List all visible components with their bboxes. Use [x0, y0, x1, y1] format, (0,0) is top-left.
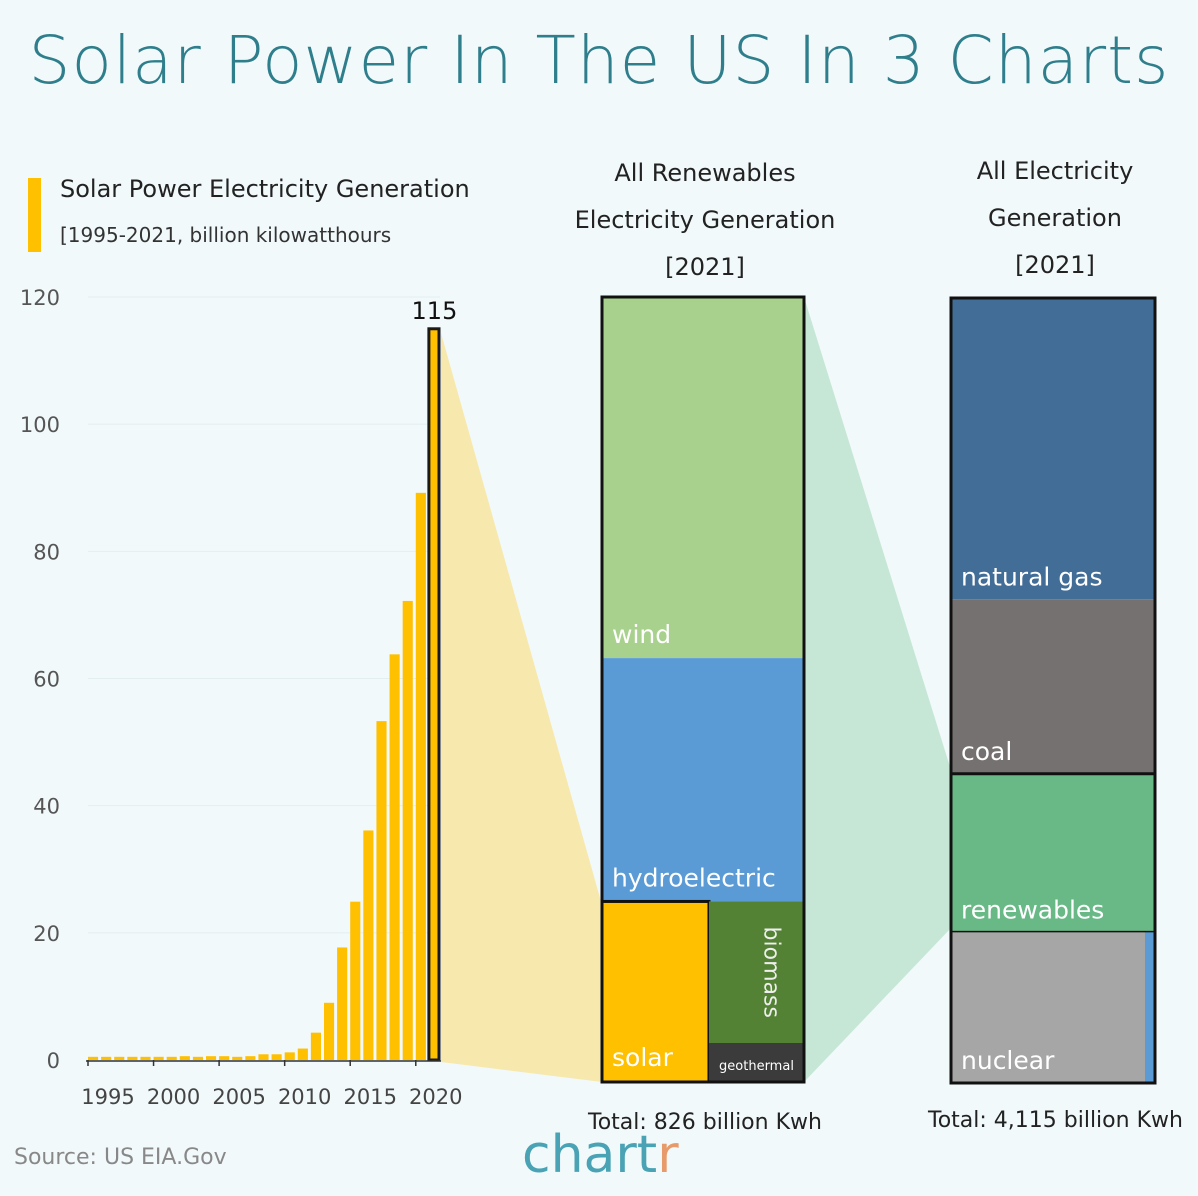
renewables-heading-line: All Renewables	[614, 159, 796, 187]
x-tick-label: 2015	[343, 1085, 396, 1109]
bar-2011	[297, 1048, 308, 1060]
segment-coal	[951, 599, 1155, 774]
bar-2006	[232, 1056, 243, 1060]
y-tick-label: 40	[33, 795, 60, 819]
bar-2012	[310, 1032, 321, 1060]
segment-label-renewables: renewables	[961, 895, 1104, 924]
page-title: Solar Power In The US In 3 Charts	[28, 22, 1170, 99]
segment-label-solar: solar	[612, 1043, 674, 1072]
bar-2004	[206, 1056, 217, 1060]
segment-geothermal	[708, 1043, 804, 1082]
electricity-heading-line: All Electricity	[976, 157, 1134, 185]
bar-2003	[192, 1056, 203, 1060]
segment-nuclear	[951, 932, 1145, 1083]
bar-chart-subtitle: [1995-2021, billion kilowatthours	[60, 223, 392, 247]
y-tick-label: 0	[47, 1049, 60, 1073]
bar-1996	[101, 1056, 112, 1060]
bar-2015	[350, 901, 361, 1060]
bar-2007	[245, 1056, 256, 1060]
chartr-logo: chartr	[522, 1125, 679, 1185]
logo-accent: r	[657, 1125, 679, 1185]
logo-main: chart	[522, 1125, 658, 1185]
bar-2002	[179, 1056, 190, 1060]
renewables-total: Total: 826 billion Kwh	[588, 1110, 822, 1135]
electricity-total: Total: 4,115 billion Kwh	[928, 1108, 1183, 1133]
bar-2020	[415, 492, 426, 1060]
segment-label-geothermal: geothermal	[719, 1059, 794, 1074]
segment-natural-gas	[951, 298, 1155, 600]
renewables-block-border	[600, 295, 806, 1084]
x-tick-label: 2000	[147, 1085, 200, 1109]
segment-renewables	[949, 772, 1157, 934]
segment-label-natural-gas: natural gas	[961, 562, 1103, 591]
bar-1999	[140, 1056, 151, 1060]
bar-2010	[284, 1052, 295, 1060]
renewables-heading: All Renewables Electricity Generation [2…	[560, 150, 850, 291]
bar-chart-title: Solar Power Electricity Generation	[60, 175, 470, 203]
renewables-heading-line: Electricity Generation	[574, 206, 836, 234]
legend-swatch	[28, 178, 41, 252]
segment-label-biomass: biomass	[758, 927, 783, 1018]
segment-wind	[602, 297, 804, 659]
x-tick-label: 2010	[278, 1085, 331, 1109]
renewables-heading-line: [2021]	[665, 253, 745, 281]
bar-2001	[166, 1056, 177, 1060]
bar-2019	[402, 600, 413, 1060]
bar-2013	[324, 1002, 335, 1060]
solar-funnel	[441, 333, 602, 1082]
bar-2008	[258, 1054, 269, 1060]
y-tick-label: 120	[20, 286, 60, 310]
segment-label-hydroelectric: hydroelectric	[612, 863, 776, 892]
source-note: Source: US EIA.Gov	[14, 1145, 227, 1170]
highlight-value-label: 115	[412, 297, 458, 325]
x-tick-label: 1995	[81, 1085, 134, 1109]
y-tick-label: 20	[33, 922, 60, 946]
bar-2014	[337, 947, 348, 1060]
bar-1995	[88, 1056, 99, 1060]
x-tick-label: 2020	[409, 1085, 462, 1109]
electricity-block-border	[949, 296, 1157, 1085]
bar-2017	[376, 721, 387, 1060]
bar-1998	[127, 1056, 138, 1060]
segment-label-coal: coal	[961, 737, 1012, 766]
bar-2018	[389, 654, 400, 1060]
bar-1997	[114, 1056, 125, 1060]
y-tick-label: 100	[20, 413, 60, 437]
bar-2000	[153, 1056, 164, 1060]
segment-label-wind: wind	[612, 620, 671, 649]
electricity-heading-line: [2021]	[1015, 251, 1095, 279]
bar-2021	[427, 327, 441, 1062]
y-tick-label: 80	[33, 540, 60, 564]
electricity-heading: All Electricity Generation [2021]	[930, 148, 1180, 289]
segment-label-nuclear: nuclear	[961, 1046, 1055, 1075]
renewables-funnel	[804, 297, 951, 1082]
segment-solar	[600, 899, 711, 1084]
bar-2009	[271, 1054, 282, 1060]
segment-hydroelectric	[602, 658, 804, 902]
electricity-heading-line: Generation	[988, 204, 1122, 232]
segment-other	[1145, 932, 1155, 1083]
y-tick-label: 60	[33, 668, 60, 692]
x-tick-label: 2005	[212, 1085, 265, 1109]
segment-biomass	[708, 901, 804, 1043]
bar-2005	[219, 1056, 230, 1060]
bar-2016	[363, 830, 374, 1060]
